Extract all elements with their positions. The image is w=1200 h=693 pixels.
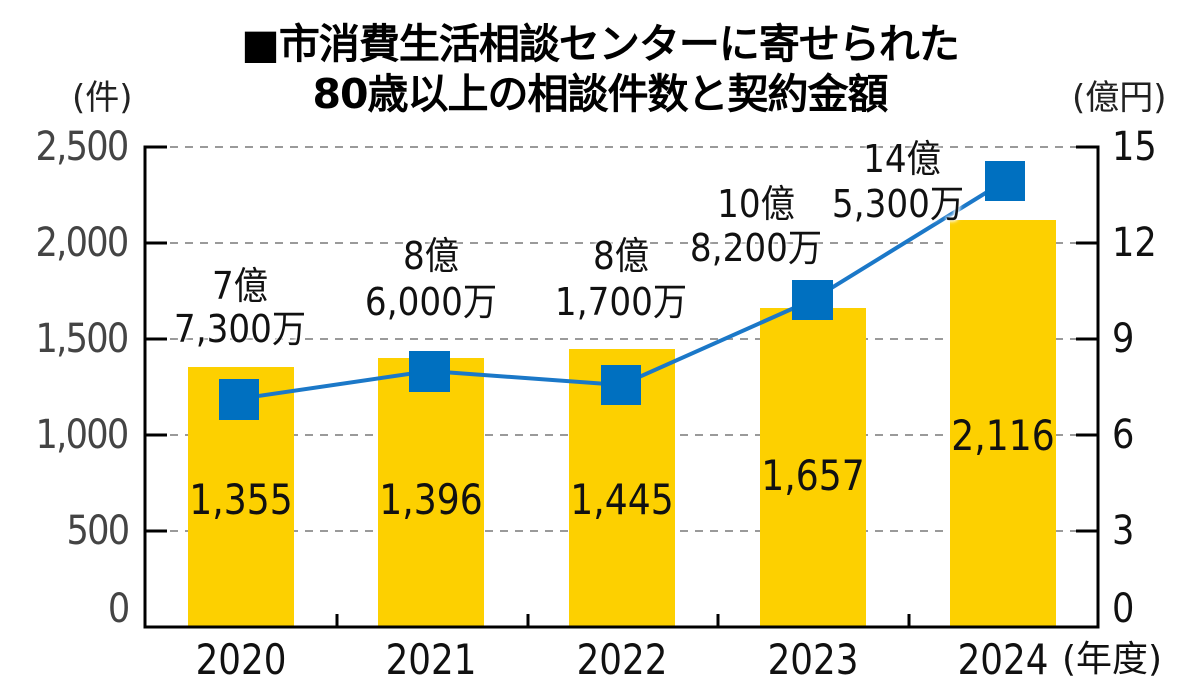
left-tick-label: 1,500 [36, 316, 130, 362]
left-axis-unit: (件) [72, 78, 133, 118]
axes [143, 145, 1100, 629]
x-label-2024: 2024 [957, 635, 1049, 684]
amount-label-oku-2023: 10億 [717, 182, 795, 226]
amount-label-man-2020: 7,300万 [173, 307, 307, 351]
bar-2021 [378, 358, 484, 627]
x-label-2020: 2020 [195, 635, 287, 684]
right-tick-label: 0 [1112, 586, 1135, 632]
bar-value-2022: 1,445 [570, 475, 674, 524]
bar-value-2023: 1,657 [761, 451, 865, 500]
right-tick-label: 9 [1112, 316, 1135, 362]
bar-value-2021: 1,396 [379, 475, 483, 524]
amount-label-man-2021: 6,000万 [364, 280, 498, 324]
x-label-2021: 2021 [385, 635, 477, 684]
amount-label-oku-2021: 8億 [403, 234, 459, 278]
marker-2023 [792, 280, 833, 320]
marker-2024 [985, 161, 1025, 201]
right-tick-label: 6 [1112, 412, 1135, 458]
left-tick-label: 500 [66, 508, 130, 554]
right-tick-label: 3 [1112, 508, 1135, 554]
x-label-2023: 2023 [767, 635, 859, 684]
bar-value-2024: 2,116 [951, 411, 1055, 460]
right-axis-unit: (億円) [1072, 78, 1167, 118]
bar-value-2020: 1,355 [189, 475, 293, 524]
right-tick-label: 15 [1112, 124, 1157, 170]
amount-label-oku-2020: 7億 [212, 264, 268, 308]
left-tick-label: 2,500 [36, 124, 130, 170]
left-tick-label: 1,000 [36, 412, 130, 458]
right-tick-label: 12 [1112, 220, 1157, 266]
marker-2021 [409, 351, 450, 392]
x-label-2022: 2022 [576, 635, 668, 684]
amount-label-man-2023: 8,200万 [689, 226, 823, 270]
marker-2022 [601, 365, 641, 405]
amount-label-man-2024: 5,300万 [831, 182, 965, 226]
amount-label-man-2022: 1,700万 [554, 280, 688, 324]
chart-title-line-2: 80歳以上の相談件数と契約金額 [312, 70, 888, 118]
gridlines [170, 146, 1090, 532]
x-axis-unit: (年度) [1062, 639, 1163, 680]
amount-line [219, 161, 1025, 420]
bar-2023 [760, 308, 866, 627]
marker-2020 [219, 379, 259, 420]
chart-title-line-1: ■市消費生活相談センターに寄せられた [241, 20, 960, 68]
amount-label-oku-2022: 8億 [593, 234, 649, 278]
left-tick-label: 0 [107, 586, 129, 632]
bar-2024 [950, 220, 1056, 627]
left-tick-label: 2,000 [36, 220, 130, 266]
amount-label-oku-2024: 14億 [863, 137, 941, 181]
axis-frame [143, 145, 1100, 629]
